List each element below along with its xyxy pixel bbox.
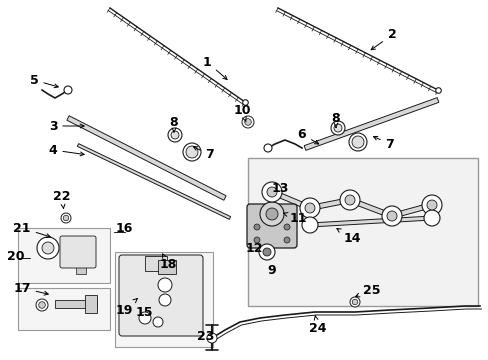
Text: 7: 7 bbox=[193, 147, 214, 162]
Text: 19: 19 bbox=[115, 298, 137, 316]
Circle shape bbox=[426, 200, 436, 210]
Bar bbox=[247, 158, 477, 306]
Circle shape bbox=[351, 136, 363, 148]
Circle shape bbox=[262, 182, 282, 202]
Text: 4: 4 bbox=[48, 144, 84, 157]
Bar bbox=[145, 256, 167, 271]
Text: 14: 14 bbox=[336, 229, 360, 244]
Circle shape bbox=[423, 210, 439, 226]
Polygon shape bbox=[67, 116, 225, 200]
Circle shape bbox=[139, 312, 151, 324]
Circle shape bbox=[265, 208, 278, 220]
Text: 9: 9 bbox=[267, 264, 276, 276]
Circle shape bbox=[351, 299, 357, 305]
Polygon shape bbox=[309, 216, 431, 227]
Circle shape bbox=[36, 299, 48, 311]
Circle shape bbox=[37, 237, 59, 259]
Text: 24: 24 bbox=[308, 316, 326, 334]
Polygon shape bbox=[270, 190, 310, 210]
Polygon shape bbox=[348, 198, 392, 218]
Circle shape bbox=[253, 224, 260, 230]
Circle shape bbox=[63, 215, 69, 221]
Circle shape bbox=[185, 146, 198, 158]
Circle shape bbox=[206, 333, 217, 343]
Polygon shape bbox=[390, 203, 432, 219]
Circle shape bbox=[259, 244, 274, 260]
Circle shape bbox=[171, 131, 179, 139]
Text: 22: 22 bbox=[53, 189, 71, 208]
Text: 16: 16 bbox=[115, 221, 132, 234]
Text: 23: 23 bbox=[197, 329, 214, 342]
Circle shape bbox=[305, 203, 314, 213]
Bar bbox=[55, 300, 97, 308]
Circle shape bbox=[61, 213, 71, 223]
Circle shape bbox=[42, 242, 54, 254]
Bar bbox=[76, 266, 86, 274]
Circle shape bbox=[260, 202, 284, 226]
Circle shape bbox=[244, 119, 251, 125]
Text: 11: 11 bbox=[283, 211, 306, 225]
Text: 20: 20 bbox=[7, 249, 25, 262]
FancyBboxPatch shape bbox=[119, 255, 203, 336]
Bar bbox=[18, 228, 110, 283]
Circle shape bbox=[284, 224, 289, 230]
Polygon shape bbox=[304, 98, 438, 150]
Circle shape bbox=[349, 297, 359, 307]
Bar bbox=[18, 288, 110, 330]
Circle shape bbox=[381, 206, 401, 226]
Text: 21: 21 bbox=[13, 221, 50, 238]
Text: 8: 8 bbox=[169, 116, 178, 132]
Text: 13: 13 bbox=[271, 181, 288, 194]
Circle shape bbox=[330, 121, 345, 135]
Text: 15: 15 bbox=[135, 306, 152, 320]
Text: 5: 5 bbox=[30, 73, 58, 88]
Circle shape bbox=[302, 217, 317, 233]
Text: 6: 6 bbox=[297, 127, 318, 144]
Circle shape bbox=[386, 211, 396, 221]
Circle shape bbox=[348, 133, 366, 151]
Bar bbox=[115, 252, 213, 347]
Text: 10: 10 bbox=[233, 104, 250, 122]
Circle shape bbox=[242, 116, 253, 128]
Circle shape bbox=[183, 143, 201, 161]
Circle shape bbox=[333, 124, 341, 132]
Text: 18: 18 bbox=[159, 254, 176, 270]
Circle shape bbox=[421, 195, 441, 215]
FancyBboxPatch shape bbox=[60, 236, 96, 268]
Circle shape bbox=[168, 128, 182, 142]
Circle shape bbox=[253, 237, 260, 243]
Circle shape bbox=[264, 144, 271, 152]
Bar bbox=[158, 260, 176, 274]
Polygon shape bbox=[309, 198, 350, 211]
Bar bbox=[85, 295, 97, 313]
Circle shape bbox=[284, 237, 289, 243]
Circle shape bbox=[39, 302, 45, 308]
Circle shape bbox=[339, 190, 359, 210]
Text: 8: 8 bbox=[331, 112, 340, 127]
Text: 17: 17 bbox=[13, 282, 48, 295]
Circle shape bbox=[266, 187, 276, 197]
Circle shape bbox=[158, 278, 172, 292]
Circle shape bbox=[263, 248, 270, 256]
Circle shape bbox=[64, 86, 72, 94]
Text: 3: 3 bbox=[49, 120, 84, 132]
Polygon shape bbox=[77, 144, 230, 219]
Text: 1: 1 bbox=[202, 55, 226, 80]
Text: 2: 2 bbox=[370, 28, 396, 50]
Circle shape bbox=[299, 198, 319, 218]
FancyBboxPatch shape bbox=[246, 204, 296, 248]
Text: 25: 25 bbox=[355, 284, 380, 297]
Text: 12: 12 bbox=[245, 242, 262, 255]
Circle shape bbox=[159, 294, 171, 306]
Circle shape bbox=[153, 317, 163, 327]
Text: 7: 7 bbox=[373, 136, 393, 150]
Circle shape bbox=[345, 195, 354, 205]
